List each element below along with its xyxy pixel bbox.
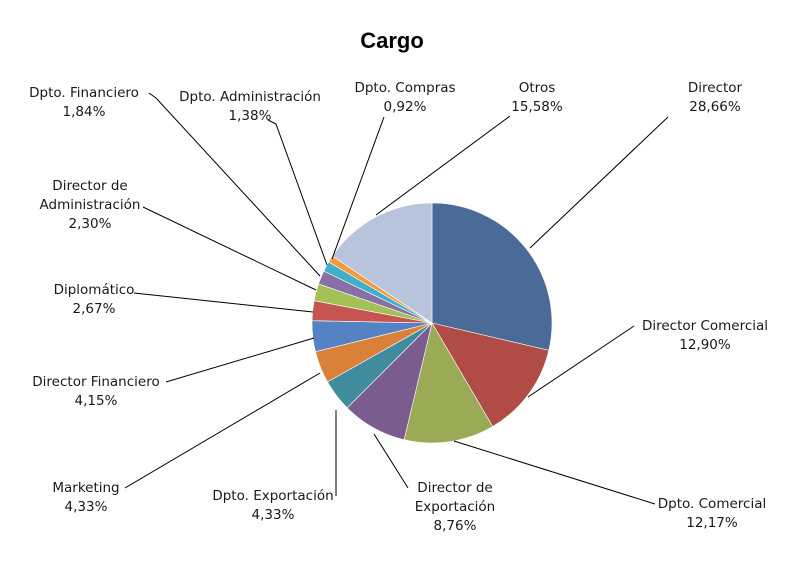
slice-label-dpto-comercial: Dpto. Comercial 12,17% bbox=[658, 496, 766, 531]
slice-labels: Director 28,66% Director Comercial 12,90% Dp… bbox=[29, 80, 768, 534]
pie-slice-director bbox=[431, 202, 553, 351]
pie-slices bbox=[311, 202, 553, 444]
leader-line-diplomatico bbox=[133, 292, 314, 313]
slice-label-director: Director 28,66% bbox=[688, 80, 743, 115]
leader-line-dpto-administracion bbox=[267, 119, 328, 266]
slice-label-otros: Otros 15,58% bbox=[511, 80, 563, 115]
leader-line-director-comercial bbox=[527, 325, 635, 398]
leader-line-dpto-compras bbox=[331, 116, 385, 260]
slice-label-dpto-exportacion: Dpto. Exportación 4,33% bbox=[212, 488, 333, 523]
leader-line-dpto-comercial bbox=[453, 440, 656, 505]
slice-label-director-financiero: Director Financiero 4,15% bbox=[32, 374, 159, 409]
leader-line-director bbox=[529, 116, 669, 249]
leader-line-director-financiero bbox=[165, 337, 315, 383]
leader-line-dpto-financiero bbox=[148, 92, 321, 277]
leader-line-director-de-exportacion bbox=[373, 433, 409, 489]
pie-slice-dpto-comercial bbox=[403, 322, 494, 444]
leader-line-marketing bbox=[124, 372, 321, 489]
pie-slice-director-comercial bbox=[431, 322, 550, 427]
slice-label-director-de-administracion: Director de Administración 2,30% bbox=[40, 178, 141, 232]
slice-label-marketing: Marketing 4,33% bbox=[52, 480, 119, 515]
pie-slice-otros bbox=[331, 202, 433, 324]
slice-label-dpto-administracion: Dpto. Administración 1,38% bbox=[179, 89, 321, 124]
leader-line-director-de-administracion bbox=[142, 206, 317, 291]
leader-lines bbox=[124, 92, 669, 505]
slice-label-dpto-financiero: Dpto. Financiero 1,84% bbox=[29, 85, 139, 120]
leader-line-otros bbox=[375, 115, 511, 216]
chart-title: Cargo bbox=[360, 28, 424, 53]
slice-label-dpto-compras: Dpto. Compras 0,92% bbox=[354, 80, 455, 115]
slice-label-diplomatico: Diplomático 2,67% bbox=[54, 282, 135, 317]
slice-label-director-de-exportacion: Director de Exportación 8,76% bbox=[415, 480, 495, 534]
slice-label-director-comercial: Director Comercial 12,90% bbox=[642, 318, 768, 353]
